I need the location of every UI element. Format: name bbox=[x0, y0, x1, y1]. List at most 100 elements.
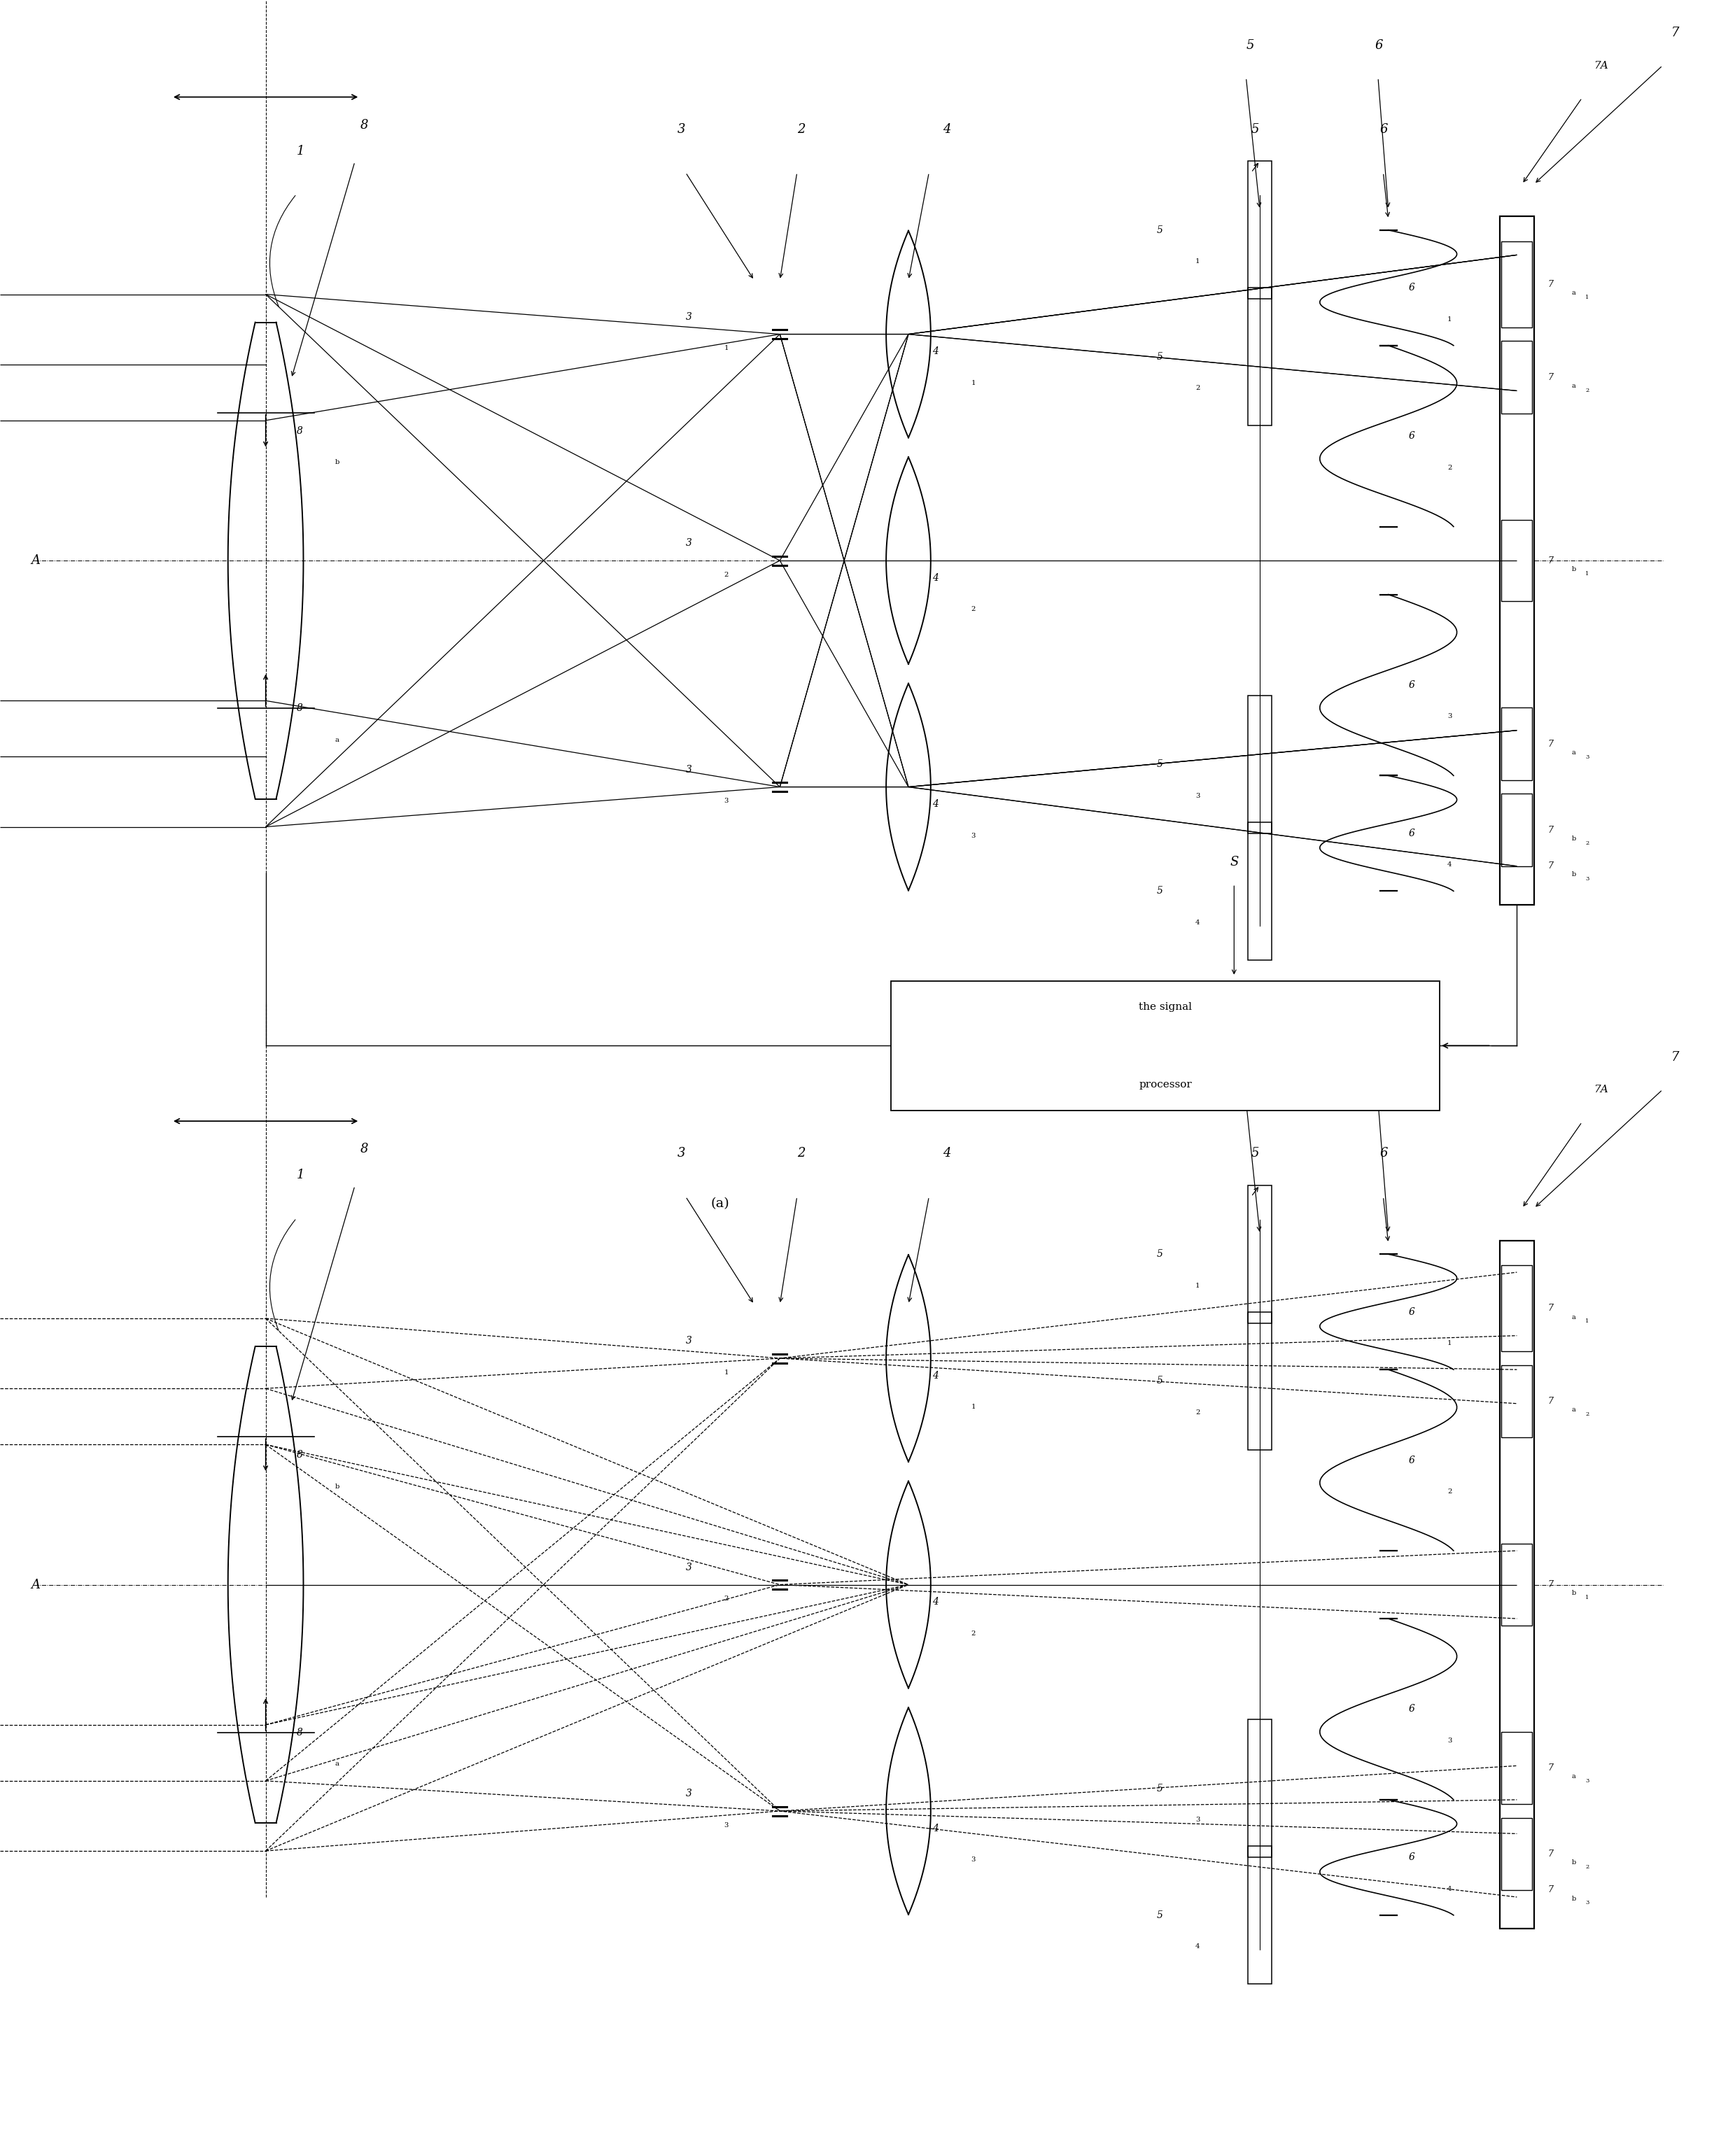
Text: 4: 4 bbox=[932, 1824, 939, 1833]
Text: 1: 1 bbox=[970, 1404, 975, 1410]
Text: 7: 7 bbox=[1548, 556, 1553, 565]
Text: 5: 5 bbox=[1157, 224, 1164, 235]
Text: 3: 3 bbox=[1447, 714, 1452, 720]
Text: 1: 1 bbox=[297, 144, 305, 157]
Text: 7: 7 bbox=[1548, 1304, 1553, 1313]
Text: 6: 6 bbox=[1375, 39, 1383, 52]
Bar bbox=[1501, 1544, 1532, 1626]
Bar bbox=[1501, 793, 1532, 867]
Bar bbox=[1501, 707, 1532, 780]
Bar bbox=[1248, 162, 1272, 300]
Text: 7: 7 bbox=[1671, 26, 1680, 39]
Text: 7: 7 bbox=[1548, 1884, 1553, 1895]
Text: 4: 4 bbox=[943, 123, 951, 136]
Text: 1: 1 bbox=[1447, 317, 1452, 323]
Text: 5: 5 bbox=[1157, 1910, 1164, 1921]
Text: 6: 6 bbox=[1409, 1307, 1416, 1317]
Text: 8: 8 bbox=[360, 119, 369, 132]
Text: 4: 4 bbox=[943, 1147, 951, 1160]
Text: 4: 4 bbox=[1447, 862, 1452, 869]
Text: b: b bbox=[1572, 871, 1577, 877]
Text: 2: 2 bbox=[970, 606, 975, 612]
Bar bbox=[1248, 1186, 1272, 1324]
Text: 5: 5 bbox=[1157, 1376, 1164, 1386]
Text: 6: 6 bbox=[1409, 1852, 1416, 1863]
Text: 6: 6 bbox=[1375, 1063, 1383, 1076]
Text: 4: 4 bbox=[932, 800, 939, 808]
Text: 6: 6 bbox=[1380, 1147, 1388, 1160]
Text: 5: 5 bbox=[1246, 39, 1255, 52]
Bar bbox=[1248, 694, 1272, 834]
Text: 2: 2 bbox=[1585, 1412, 1589, 1416]
Text: 8: 8 bbox=[297, 703, 303, 714]
Text: 1: 1 bbox=[723, 345, 728, 351]
Text: 3: 3 bbox=[677, 1147, 686, 1160]
Text: 3: 3 bbox=[723, 1822, 728, 1828]
Text: 2: 2 bbox=[1585, 388, 1589, 392]
Bar bbox=[1501, 1266, 1532, 1352]
Text: 3: 3 bbox=[970, 1856, 975, 1863]
Text: 3: 3 bbox=[970, 832, 975, 839]
Bar bbox=[1248, 287, 1272, 427]
Text: 1: 1 bbox=[1585, 1595, 1589, 1600]
Text: 1: 1 bbox=[723, 1369, 728, 1376]
Text: 7: 7 bbox=[1548, 280, 1553, 289]
Text: 2: 2 bbox=[1195, 1410, 1200, 1416]
Bar bbox=[1501, 241, 1532, 328]
Bar bbox=[1501, 1731, 1532, 1805]
Text: 6: 6 bbox=[1409, 431, 1416, 442]
Text: 6: 6 bbox=[1409, 282, 1416, 293]
Bar bbox=[1500, 1240, 1534, 1930]
Text: 3: 3 bbox=[686, 313, 692, 321]
Text: a: a bbox=[1572, 289, 1575, 295]
Text: 7: 7 bbox=[1548, 1580, 1553, 1589]
Text: 8: 8 bbox=[297, 1451, 303, 1460]
Text: 5: 5 bbox=[1157, 1248, 1164, 1259]
Text: 1: 1 bbox=[1195, 259, 1200, 265]
Text: 6: 6 bbox=[1380, 123, 1388, 136]
Text: S: S bbox=[1229, 856, 1239, 869]
Text: 7: 7 bbox=[1548, 1764, 1553, 1772]
Text: 3: 3 bbox=[1195, 1818, 1200, 1824]
Text: b: b bbox=[1572, 1858, 1577, 1865]
Text: 2: 2 bbox=[1447, 464, 1452, 470]
Text: 6: 6 bbox=[1409, 828, 1416, 839]
Text: 7: 7 bbox=[1548, 373, 1553, 382]
Text: a: a bbox=[1572, 1406, 1575, 1412]
Text: 1: 1 bbox=[1585, 1319, 1589, 1324]
Text: 5: 5 bbox=[1246, 1063, 1255, 1076]
Text: 3: 3 bbox=[1585, 1899, 1589, 1906]
Text: 6: 6 bbox=[1409, 1455, 1416, 1466]
Text: 5: 5 bbox=[1157, 351, 1164, 362]
Text: 2: 2 bbox=[723, 571, 728, 578]
Text: 7: 7 bbox=[1548, 740, 1553, 748]
Text: a: a bbox=[334, 1761, 339, 1768]
Text: 7: 7 bbox=[1548, 1397, 1553, 1406]
Text: 4: 4 bbox=[932, 573, 939, 582]
Text: 4: 4 bbox=[932, 347, 939, 356]
Text: 3: 3 bbox=[1447, 1738, 1452, 1744]
Text: 5: 5 bbox=[1251, 123, 1260, 136]
Text: 7: 7 bbox=[1548, 860, 1553, 871]
Text: 1: 1 bbox=[1585, 295, 1589, 300]
Text: a: a bbox=[1572, 1774, 1575, 1781]
Bar bbox=[1501, 1365, 1532, 1438]
Bar bbox=[1501, 341, 1532, 414]
Text: 8: 8 bbox=[297, 427, 303, 436]
Text: 3: 3 bbox=[686, 539, 692, 548]
Text: the signal: the signal bbox=[1138, 1003, 1193, 1011]
Text: 7: 7 bbox=[1548, 1850, 1553, 1858]
Text: 2: 2 bbox=[1195, 386, 1200, 392]
Bar bbox=[1248, 821, 1272, 959]
Text: A: A bbox=[31, 554, 39, 567]
Text: 1: 1 bbox=[970, 379, 975, 386]
Bar bbox=[1248, 1311, 1272, 1451]
Text: b: b bbox=[334, 459, 339, 466]
Text: 5: 5 bbox=[1157, 759, 1164, 770]
Text: processor: processor bbox=[1140, 1080, 1191, 1089]
Text: 2: 2 bbox=[723, 1595, 728, 1602]
Text: b: b bbox=[1572, 834, 1577, 841]
Text: 2: 2 bbox=[970, 1630, 975, 1636]
Text: 6: 6 bbox=[1409, 679, 1416, 690]
Text: 5: 5 bbox=[1157, 1783, 1164, 1794]
